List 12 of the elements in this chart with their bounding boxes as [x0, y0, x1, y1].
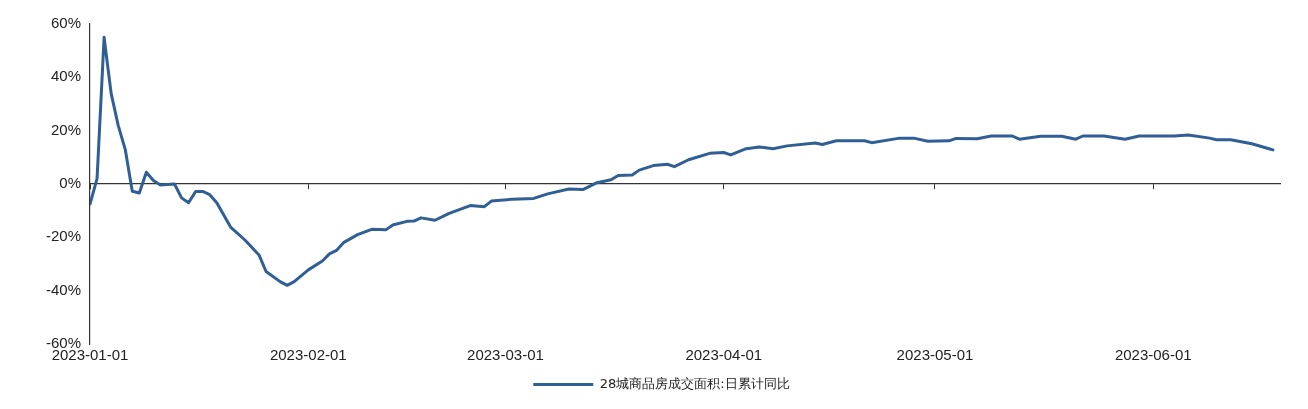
y-tick-label: 20%	[50, 120, 82, 138]
legend-label: 28城商品房成交面积:日累计同比	[599, 375, 790, 391]
y-tick-label: 0%	[59, 174, 82, 192]
y-tick-label: -20%	[45, 227, 82, 245]
x-tick-label: 2023-03-01	[467, 346, 544, 364]
x-tick-label: 2023-04-01	[685, 346, 763, 364]
y-tick-label: 60%	[50, 14, 82, 32]
y-tick-label: -40%	[45, 280, 82, 298]
x-tick-label: 2023-05-01	[896, 346, 974, 364]
y-tick-label: 40%	[50, 67, 82, 85]
x-tick-label: 2023-02-01	[269, 346, 347, 364]
x-tick-label: 2023-06-01	[1114, 346, 1192, 364]
